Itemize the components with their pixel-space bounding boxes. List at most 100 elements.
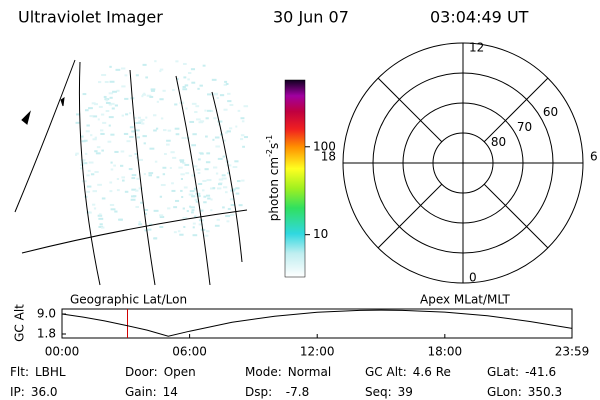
speckle (226, 130, 231, 133)
speckle (105, 101, 111, 104)
speckle (204, 109, 207, 112)
speckle (114, 104, 118, 107)
speckle (214, 136, 220, 139)
speckle (135, 205, 139, 208)
colorbar-label: photon cm-2s-1 (265, 135, 281, 222)
speckle (206, 179, 212, 182)
speckle (235, 192, 240, 195)
info-label: Seq: (365, 385, 392, 399)
speckle (138, 223, 143, 226)
speckle (175, 60, 179, 63)
info-value: Normal (288, 365, 331, 379)
speckle (159, 98, 164, 101)
speckle (192, 234, 198, 237)
speckle (213, 166, 218, 169)
speckle (120, 164, 124, 167)
speckle (148, 223, 153, 226)
speckle (138, 220, 141, 223)
speckle (109, 96, 113, 99)
speckle (162, 129, 167, 132)
speckle (88, 211, 92, 214)
speckle (167, 207, 171, 210)
speckle (116, 177, 120, 180)
speckle (83, 139, 88, 142)
mlt-spoke (483, 183, 549, 249)
speckle (75, 153, 78, 156)
speckle (229, 198, 235, 201)
speckle (153, 129, 157, 132)
speckle (86, 190, 91, 193)
speckle (199, 152, 204, 155)
speckle (210, 209, 213, 212)
speckle (232, 166, 238, 169)
speckle (90, 134, 93, 137)
speckle (102, 121, 107, 124)
speckle (136, 156, 139, 159)
speckle (206, 230, 210, 233)
speckle (195, 168, 201, 171)
colorbar (284, 79, 306, 278)
speckle (109, 190, 113, 193)
speckle (191, 195, 196, 198)
speckle (182, 216, 188, 219)
speckle (162, 173, 166, 176)
mlt-label: 6 (590, 150, 598, 164)
speckle (206, 109, 212, 112)
speckle (124, 190, 129, 193)
speckle (75, 113, 81, 116)
speckle (109, 80, 115, 83)
speckle (194, 215, 197, 218)
info-label: GLat: (487, 365, 519, 379)
speckle (198, 223, 204, 226)
speckle (142, 135, 147, 138)
speckle (159, 70, 162, 73)
speckle (212, 93, 218, 96)
speckle (243, 136, 248, 139)
speckle (184, 163, 190, 166)
speckle (212, 138, 215, 141)
speckle (105, 99, 108, 102)
speckle (122, 179, 125, 182)
speckle (141, 95, 144, 98)
speckle (98, 225, 104, 228)
speckle (92, 138, 97, 141)
info-label: GLon: (487, 385, 522, 399)
speckle (179, 159, 185, 162)
speckle (214, 224, 220, 227)
speckle (180, 189, 183, 192)
speckle (205, 194, 211, 197)
info-value: 14 (163, 385, 178, 399)
speckle (241, 120, 245, 123)
speckle (96, 146, 101, 149)
colorbar-tick-label: 10 (313, 227, 328, 241)
speckle (205, 117, 209, 120)
speckle (182, 162, 186, 165)
mlt-spoke (483, 77, 549, 143)
speckle (174, 127, 180, 130)
info-field: GLon: 350.3 (487, 385, 562, 399)
speckle (197, 172, 201, 175)
speckle (104, 81, 109, 84)
speckle (185, 172, 190, 175)
speckle (189, 205, 192, 208)
speckle (198, 121, 204, 124)
speckle (147, 228, 152, 231)
mlt-label: 0 (469, 271, 477, 285)
speckle (97, 183, 102, 186)
speckle (98, 213, 102, 216)
speckle (108, 92, 114, 95)
speckle (191, 174, 196, 177)
speckle (237, 109, 241, 112)
info-value: 4.6 Re (413, 365, 451, 379)
speckle (138, 187, 143, 190)
lat-label: 60 (543, 105, 558, 119)
info-field: Seq: 39 (365, 385, 413, 399)
speckle (211, 78, 217, 81)
speckle (215, 145, 220, 148)
speckle (135, 74, 139, 77)
info-field: Flt: LBHL (10, 365, 66, 379)
speckle (153, 237, 157, 240)
speckle (109, 181, 113, 184)
speckle (162, 166, 167, 169)
speckle (225, 82, 229, 85)
